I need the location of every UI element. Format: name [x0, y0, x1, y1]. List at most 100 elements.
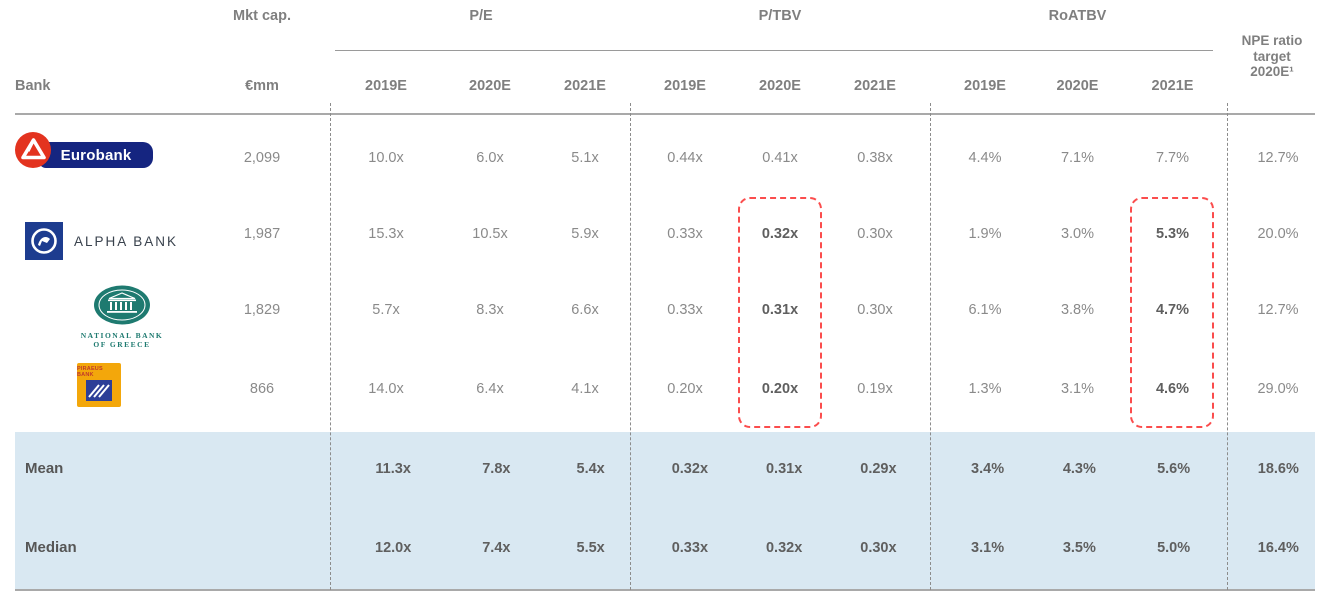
pe-2021e-value: 5.9x [571, 226, 599, 242]
pe-2020e-value: 8.3x [476, 302, 504, 318]
ptbv-2020e-value: 0.41x [762, 149, 798, 166]
pe-2019e-value: 10.0x [368, 149, 404, 166]
mktcap-unit-header: €mm [245, 78, 279, 94]
mktcap-value: 2,099 [243, 149, 281, 166]
highlight-box-ptbv-2020e [738, 197, 822, 428]
piraeus-bank-logo: PIRAEUS BANK [77, 363, 121, 407]
pe-2020e-value: 6.4x [476, 380, 504, 397]
ptbv-2021e-value: 0.38x [857, 149, 893, 166]
ptbv-2020e-value-highlighted: 0.32x [761, 226, 799, 242]
npe-header-line3: 2020E¹ [1250, 64, 1294, 79]
npe-value: 12.7% [1257, 302, 1299, 318]
pe-2021e-mean: 5.4x [576, 460, 605, 477]
ptbv-2019e-value: 0.44x [667, 149, 703, 166]
piraeus-wordmark: PIRAEUS BANK [77, 366, 103, 378]
roatbv-2019e-value: 4.4% [968, 149, 1002, 166]
ptbv-2019e-median: 0.33x [671, 539, 709, 556]
roatbv-2020e-value: 3.0% [1060, 226, 1095, 242]
roatbv-2019e-mean: 3.4% [971, 460, 1005, 477]
pe-group-header: P/E [469, 8, 493, 24]
bottom-rule [15, 589, 1315, 591]
summary-row-median: Median 12.0x 7.4x 5.5x 0.33x 0.32x 0.30x… [15, 505, 1321, 590]
header-rule [15, 113, 1315, 115]
pe-2020e-median: 7.4x [482, 539, 511, 556]
highlight-box-roatbv-2021e [1130, 197, 1214, 428]
piraeus-waves-icon [86, 380, 112, 401]
npe-value: 29.0% [1257, 380, 1299, 397]
roatbv-2021e-value: 7.7% [1155, 149, 1190, 166]
roatbv-2021e-value-highlighted: 5.3% [1155, 226, 1190, 242]
separator-roatbv-npe [1227, 103, 1228, 590]
ptbv-2021e-value: 0.30x [857, 226, 893, 242]
table-row-piraeus: 866 14.0x 6.4x 4.1x 0.20x 0.20x 0.19x 1.… [15, 352, 1321, 425]
pe-2019e-mean: 11.3x [375, 460, 411, 477]
pe-2019e-value: 5.7x [372, 302, 400, 318]
pe-2020e-value: 10.5x [472, 226, 508, 242]
npe-median: 16.4% [1257, 539, 1299, 556]
pe-2019e-value: 14.0x [368, 380, 404, 397]
ptbv-2020e-header: 2020E [759, 78, 801, 94]
pe-2021e-header: 2021E [564, 78, 606, 94]
group-underline [335, 50, 1213, 51]
separator-ptbv-roatbv [930, 103, 931, 590]
summary-band [15, 432, 1315, 589]
roatbv-2020e-value: 3.1% [1060, 380, 1095, 397]
roatbv-2020e-mean: 4.3% [1062, 460, 1096, 477]
ptbv-2019e-value: 0.33x [667, 302, 703, 318]
pe-2021e-median: 5.5x [576, 539, 605, 556]
roatbv-2020e-median: 3.5% [1062, 539, 1096, 556]
roatbv-2020e-header: 2020E [1056, 78, 1099, 94]
nbg-logo: NATIONAL BANK OF GREECE [62, 285, 182, 351]
pe-2020e-mean: 7.8x [482, 460, 511, 477]
ptbv-2019e-header: 2019E [664, 78, 706, 94]
median-label: Median [25, 539, 77, 556]
ptbv-2019e-mean: 0.32x [671, 460, 709, 477]
eurobank-triangle-icon [15, 132, 51, 168]
ptbv-2021e-median: 0.30x [860, 539, 897, 556]
roatbv-2021e-header: 2021E [1151, 78, 1194, 94]
ptbv-2020e-value-highlighted: 0.31x [761, 302, 799, 318]
npe-header-line1: NPE ratio [1241, 33, 1303, 48]
pe-2020e-header: 2020E [469, 78, 511, 94]
table-row-eurobank: 2,099 10.0x 6.0x 5.1x 0.44x 0.41x 0.38x … [15, 115, 1321, 200]
npe-ratio-header: NPE ratio target 2020E¹ [1222, 33, 1322, 80]
mktcap-value: 1,829 [243, 302, 281, 318]
roatbv-2019e-median: 3.1% [971, 539, 1005, 556]
ptbv-2019e-value: 0.20x [667, 380, 703, 397]
roatbv-2021e-median: 5.0% [1157, 539, 1191, 556]
table-row-nbg: 1,829 5.7x 8.3x 6.6x 0.33x 0.31x 0.30x 6… [15, 268, 1321, 352]
roatbv-2021e-value-highlighted: 4.6% [1155, 380, 1190, 397]
roatbv-2021e-mean: 5.6% [1157, 460, 1191, 477]
nbg-wordmark: NATIONAL BANK OF GREECE [80, 331, 164, 349]
pe-2020e-value: 6.0x [476, 149, 504, 166]
ptbv-2020e-median: 0.32x [765, 539, 803, 556]
roatbv-2020e-value: 7.1% [1060, 149, 1095, 166]
eurobank-wordmark: Eurobank [39, 142, 153, 168]
separator-pe-ptbv [630, 103, 631, 590]
pe-2019e-median: 12.0x [375, 539, 412, 556]
pe-2019e-value: 15.3x [368, 226, 404, 242]
column-header-row: Bank €mm 2019E 2020E 2021E 2019E 2020E 2… [15, 55, 1321, 115]
npe-header-spacer [1235, 94, 1321, 115]
summary-row-mean: Mean 11.3x 7.8x 5.4x 0.32x 0.31x 0.29x 3… [15, 432, 1321, 505]
mktcap-group-header: Mkt cap. [232, 8, 291, 24]
pe-2021e-value: 5.1x [571, 149, 599, 166]
pe-2021e-value: 4.1x [571, 380, 599, 397]
roatbv-2019e-value: 1.3% [968, 380, 1002, 397]
table-row-alpha-bank: 1,987 15.3x 10.5x 5.9x 0.33x 0.32x 0.30x… [15, 200, 1321, 268]
roatbv-group-header: RoATBV [1048, 8, 1107, 24]
ptbv-2021e-value: 0.30x [857, 302, 893, 318]
alpha-bank-wordmark: ALPHA BANK [74, 233, 179, 249]
pe-2019e-header: 2019E [365, 78, 407, 94]
npe-value: 20.0% [1257, 226, 1299, 242]
roatbv-2019e-value: 1.9% [968, 226, 1002, 242]
mktcap-value: 866 [249, 380, 275, 397]
mktcap-value: 1,987 [243, 226, 281, 242]
ptbv-group-header: P/TBV [758, 8, 802, 24]
alpha-bank-logo: ALPHA BANK [25, 221, 225, 261]
eurobank-logo: Eurobank [15, 132, 165, 172]
roatbv-2020e-value: 3.8% [1060, 302, 1095, 318]
ptbv-2021e-mean: 0.29x [860, 460, 897, 477]
mean-label: Mean [25, 460, 64, 477]
pe-2021e-value: 6.6x [571, 302, 599, 318]
